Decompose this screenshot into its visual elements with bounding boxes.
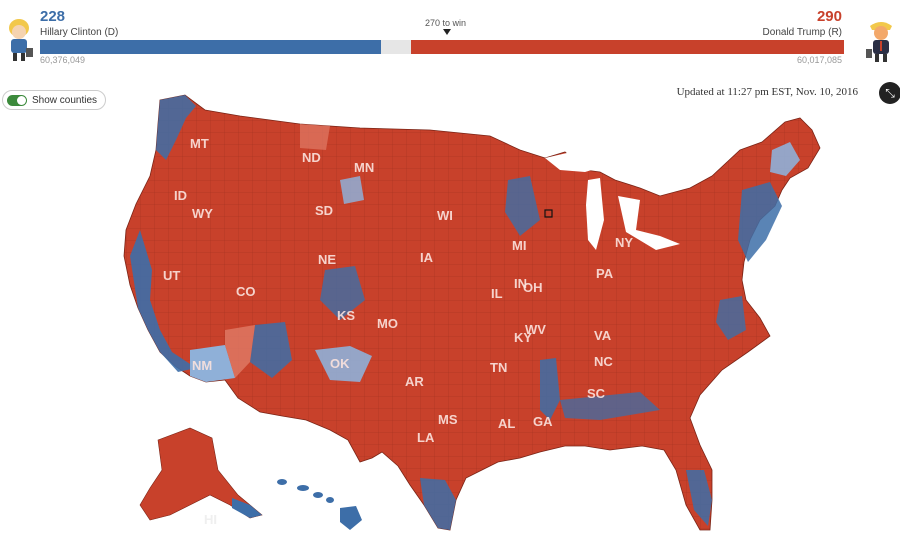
clinton-avatar-icon [9,19,33,61]
show-counties-label: Show counties [32,94,98,106]
state-label-ut: UT [163,268,180,283]
state-label-co: CO [236,284,256,299]
win-marker-icon [443,29,451,35]
alaska-shape [139,427,263,521]
state-label-hi: HI [204,512,217,527]
hawaii-islands [277,479,362,530]
state-label-ny: NY [615,235,633,250]
state-label-wy: WY [192,206,213,221]
state-label-ar: AR [405,374,424,389]
west-coast-dem-region [130,230,196,372]
state-label-il: IL [491,286,503,301]
new-england-dem-region [770,142,800,176]
alaska-dem-area [232,498,262,518]
trump-popular-vote: 60,017,085 [796,55,842,65]
state-label-ks: KS [337,308,355,323]
new-mexico-dem-region [190,345,235,382]
show-counties-toggle[interactable]: Show counties [2,90,107,110]
east-coast-dem-region [716,296,746,340]
lake-huron-erie [618,196,680,250]
state-labels: MT ND MN ID WY SD WI MI NY NE IA UT CO I… [163,136,633,527]
south-texas-dem-region [420,478,456,530]
clinton-popular-vote: 60,376,049 [40,55,86,65]
state-label-nc: NC [594,354,613,369]
trump-electoral-votes: 290 [816,8,842,25]
dem-vote-segment [40,40,381,54]
state-label-oh: OH [523,280,543,295]
light-red-region-west [225,325,255,378]
trump-name: Donald Trump (R) [762,27,842,38]
state-label-ne: NE [318,252,336,267]
florida-dem-region [686,470,712,526]
state-label-mt: MT [190,136,209,151]
state-label-in: IN [514,276,527,291]
midwest-dem-region [505,176,540,236]
rep-vote-segment [410,40,844,54]
state-label-pa: PA [596,266,614,281]
state-label-ia: IA [420,250,434,265]
lake-superior [545,150,612,172]
updated-timestamp: Updated at 11:27 pm EST, Nov. 10, 2016 [676,86,858,98]
win-threshold-label: 270 to win [425,18,467,28]
colorado-dem-region [320,266,365,320]
collapse-arrows-icon[interactable]: ⤡ [879,82,900,104]
lake-michigan [586,178,604,250]
results-header: 228 Hillary Clinton (D) 270 to win 290 D… [0,0,900,74]
county-highlight-box [544,209,553,218]
pacific-northwest-dem-region [156,95,196,160]
state-label-ga: GA [533,414,553,429]
contiguous-us-shape [123,94,821,531]
state-label-wi: WI [437,208,453,223]
northeast-corridor-dem-region [738,182,782,262]
state-label-mn: MN [354,160,374,175]
mississippi-delta-dem-region [540,358,560,420]
toggle-switch-icon[interactable] [7,94,27,106]
state-label-la: LA [417,430,435,445]
rural-light-dem-region [340,176,364,204]
clinton-electoral-votes: 228 [40,8,66,25]
arizona-dem-region [250,322,292,378]
trump-avatar-icon [866,22,892,62]
state-label-mi: MI [512,238,526,253]
state-label-mo: MO [377,316,398,331]
state-label-tn: TN [490,360,507,375]
state-label-sd: SD [315,203,333,218]
oklahoma-dem-region [315,346,372,382]
state-label-al: AL [498,416,515,431]
state-label-ky: KY [514,330,532,345]
state-label-va: VA [594,328,612,343]
light-red-region-north [300,124,330,150]
state-label-sc: SC [587,386,606,401]
state-label-nm: NM [192,358,212,373]
clinton-name: Hillary Clinton (D) [40,27,119,38]
south-black-belt-dem-region [560,392,660,420]
state-label-nd: ND [302,150,321,165]
state-label-id: ID [174,188,187,203]
electoral-vote-bar [40,40,844,54]
state-label-ms: MS [438,412,458,427]
undecided-vote-segment [380,40,411,54]
state-label-ok: OK [330,356,350,371]
state-label-wv: WV [525,322,546,337]
